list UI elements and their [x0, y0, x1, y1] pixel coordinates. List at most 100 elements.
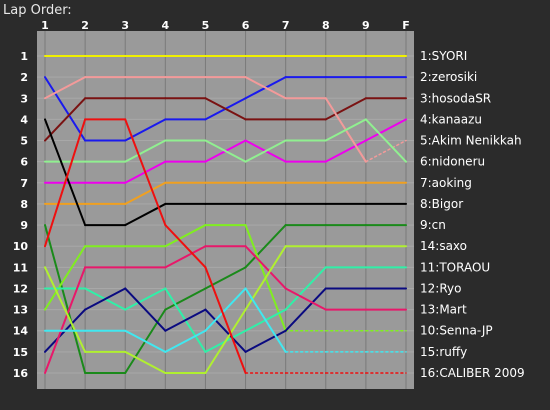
series-segment: [44, 97, 87, 142]
series-12: [44, 287, 407, 353]
x-tick-label: 9: [362, 19, 370, 32]
y-tick-label: 12: [13, 282, 28, 295]
series-segment: [204, 97, 247, 121]
series-segment: [164, 329, 207, 353]
series-segment: [164, 245, 207, 269]
legend-label: 10:Senna-JP: [420, 324, 493, 338]
series-segment: [244, 287, 287, 353]
series-segment: [44, 266, 87, 353]
series-segment: [364, 118, 407, 163]
series-segment: [124, 139, 167, 163]
plot-area: [37, 31, 414, 389]
series-16: [44, 118, 407, 374]
y-tick-label: 1: [20, 50, 28, 63]
series-segment: [44, 76, 87, 100]
series-segment: [124, 181, 167, 205]
y-tick-label: 9: [20, 219, 28, 232]
series-8: [44, 118, 407, 227]
y-tick-label: 5: [20, 135, 28, 148]
series-segment: [44, 118, 87, 248]
series-segment: [364, 118, 407, 142]
x-tick-label: 6: [242, 19, 250, 32]
series-segment: [124, 118, 167, 227]
x-tick-labels: 1 2 3 4 5 6 7 8 9 F: [41, 19, 410, 32]
x-tick-label: 8: [322, 19, 330, 32]
series-segment: [124, 287, 167, 332]
series-segment: [44, 118, 87, 227]
legend-label: 11:TORAOU: [420, 260, 490, 274]
legend-label: 15:ruffy: [420, 345, 467, 359]
x-tick-label: 2: [81, 19, 89, 32]
series-lines: [44, 55, 407, 374]
series-segment: [124, 287, 167, 311]
y-tick-label: 8: [20, 198, 28, 211]
series-14: [44, 245, 407, 374]
series-segment: [44, 76, 87, 142]
legend-label: 16:CALIBER 2009: [420, 366, 525, 380]
series-segment: [284, 287, 327, 332]
series-segment: [204, 266, 247, 374]
series-7: [44, 181, 407, 205]
y-tick-label: 7: [20, 177, 28, 190]
legend-label: 12:Ryo: [420, 281, 461, 295]
series-segment: [164, 287, 207, 311]
series-segment: [244, 224, 287, 269]
series-segment: [44, 224, 87, 374]
series-segment: [204, 308, 247, 374]
series-segment: [84, 287, 127, 311]
series-segment: [44, 245, 87, 311]
series-15: [44, 287, 407, 353]
legend-label: 13:Mart: [420, 303, 467, 317]
series-segment: [204, 139, 247, 163]
series-segment: [324, 118, 367, 142]
series-segment: [284, 287, 327, 311]
legend-label: 14:saxo: [420, 239, 467, 253]
y-tick-label: 3: [20, 92, 28, 105]
legend-label: 1:SYORI: [420, 49, 467, 63]
legend-label: 3:hosodaSR: [420, 91, 491, 105]
series-segment: [124, 350, 167, 374]
x-tick-label: 1: [41, 19, 49, 32]
x-tick-label: F: [402, 19, 410, 32]
series-5: [44, 76, 407, 163]
legend-label: 5:Akim Nenikkah: [420, 134, 522, 148]
series-segment: [244, 329, 287, 353]
legend: 1:SYORI 2:zerosiki 3:hosodaSR 4:kanaazu 5:Ak…: [420, 49, 525, 380]
y-tick-label: 4: [20, 113, 28, 126]
series-segment: [164, 308, 207, 332]
series-segment: [324, 97, 367, 121]
series-segment: [244, 76, 287, 100]
y-tick-label: 15: [13, 346, 28, 359]
series-segment: [204, 287, 247, 332]
series-segment: [284, 266, 327, 311]
series-segment: [365, 139, 407, 163]
y-tick-label: 16: [13, 367, 29, 380]
y-tick-label: 10: [13, 240, 29, 253]
x-tick-label: 4: [162, 19, 170, 32]
y-tick-label: 14: [13, 325, 29, 338]
x-tick-label: 7: [282, 19, 290, 32]
legend-label: 2:zerosiki: [420, 70, 477, 84]
series-segment: [324, 139, 367, 163]
y-tick-label: 2: [20, 71, 28, 84]
series-segment: [164, 224, 207, 269]
legend-label: 9:cn: [420, 218, 446, 232]
series-segment: [44, 266, 87, 374]
x-tick-label: 3: [121, 19, 129, 32]
y-tick-label: 13: [13, 304, 28, 317]
series-segment: [244, 245, 287, 290]
y-tick-label: 11: [13, 261, 28, 274]
series-segment: [204, 308, 247, 353]
series-13: [44, 245, 407, 374]
legend-label: 4:kanaazu: [420, 112, 482, 126]
legend-label: 7:aoking: [420, 176, 472, 190]
series-segment: [124, 329, 167, 353]
series-segment: [244, 139, 287, 163]
x-tick-label: 5: [202, 19, 210, 32]
series-3: [44, 97, 407, 142]
legend-label: 8:Bigor: [420, 197, 463, 211]
series-6: [44, 118, 407, 163]
series-segment: [164, 224, 207, 248]
